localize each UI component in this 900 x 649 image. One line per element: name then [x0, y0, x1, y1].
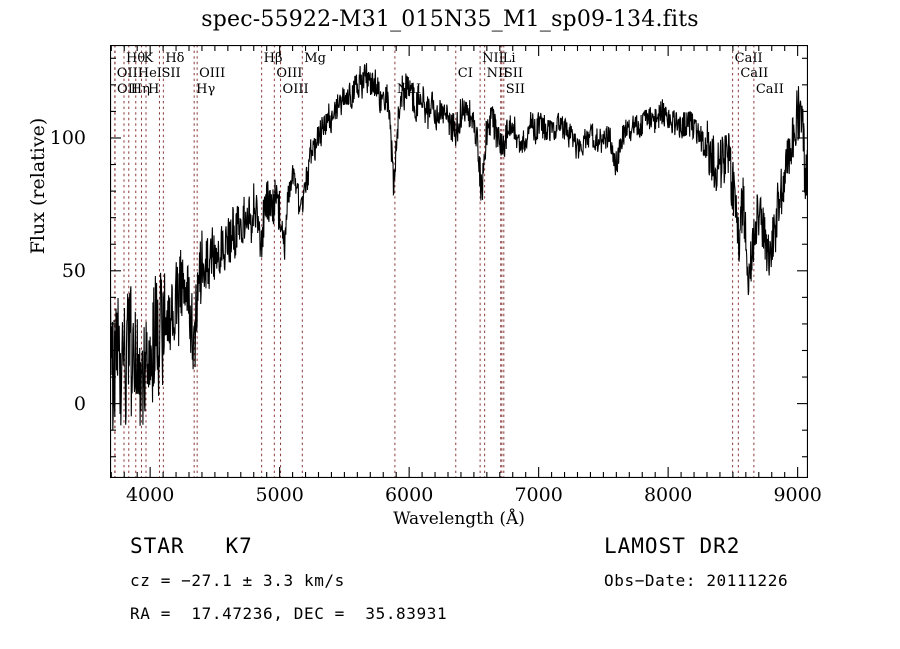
spectral-line-label: Hδ	[165, 51, 185, 66]
x-tick-label: 4000	[125, 484, 175, 506]
x-tick-label: 7000	[514, 484, 563, 506]
page-title: spec-55922-M31_015N35_M1_sp09-134.fits	[201, 7, 699, 32]
x-tick-label: 8000	[643, 484, 693, 506]
x-axis-label: Wavelength (Å)	[393, 509, 525, 529]
spectral-line-label: SII	[503, 66, 524, 81]
spectral-line-label: OII	[116, 66, 138, 81]
spectral-line-label: OII	[117, 82, 138, 97]
spectral-line-label: NaI	[396, 82, 422, 97]
x-tick-label: 9000	[773, 484, 822, 506]
spectral-line-label: Hη	[130, 82, 150, 97]
spectral-line-label: Li	[502, 51, 516, 66]
survey-label: LAMOST DR2	[604, 534, 741, 558]
spectral-line-label: SII	[505, 82, 525, 97]
spectrum-chart	[110, 45, 808, 478]
spectral-line-label: NII	[486, 66, 509, 81]
spectral-line-label: Hβ	[263, 51, 283, 66]
spectral-line-label: Hγ	[196, 82, 216, 97]
y-tick-label: 0	[73, 392, 86, 415]
plot-frame	[110, 45, 808, 478]
y-tick-label: 100	[49, 126, 86, 149]
obs-date-line: Obs−Date: 20111226	[604, 571, 789, 590]
spectral-line-label: OIII	[282, 82, 309, 97]
spectral-line-label: OIII	[199, 66, 226, 81]
spectral-line-label: K	[143, 51, 154, 66]
plot-area	[110, 45, 808, 478]
spectral-line-label: CaII	[740, 66, 769, 81]
spectral-line-label: Mg	[304, 51, 326, 66]
spectrum-trace	[110, 63, 808, 430]
spectral-line-label: CI	[457, 66, 473, 81]
y-tick-label: 50	[61, 259, 86, 282]
spectral-line-label: H	[148, 82, 160, 97]
object-class-line: STAR K7	[130, 534, 253, 558]
spectral-line-label: CaII	[734, 51, 763, 66]
spectral-line-label: HeI	[137, 66, 162, 81]
spectral-line-label: NII	[482, 51, 504, 66]
spectral-line-label: OIII	[276, 66, 303, 81]
spectral-line-label: CaII	[755, 82, 784, 97]
spectral-line-label: Hθ	[125, 51, 146, 66]
x-tick-label: 5000	[255, 484, 304, 506]
spectral-line-label: SII	[161, 66, 181, 81]
y-axis-label: Flux (relative)	[27, 117, 49, 255]
coordinates-line: RA = 17.47236, DEC = 35.83931	[130, 604, 448, 623]
redshift-velocity-line: cz = −27.1 ± 3.3 km/s	[130, 571, 345, 590]
x-tick-label: 6000	[384, 484, 434, 506]
